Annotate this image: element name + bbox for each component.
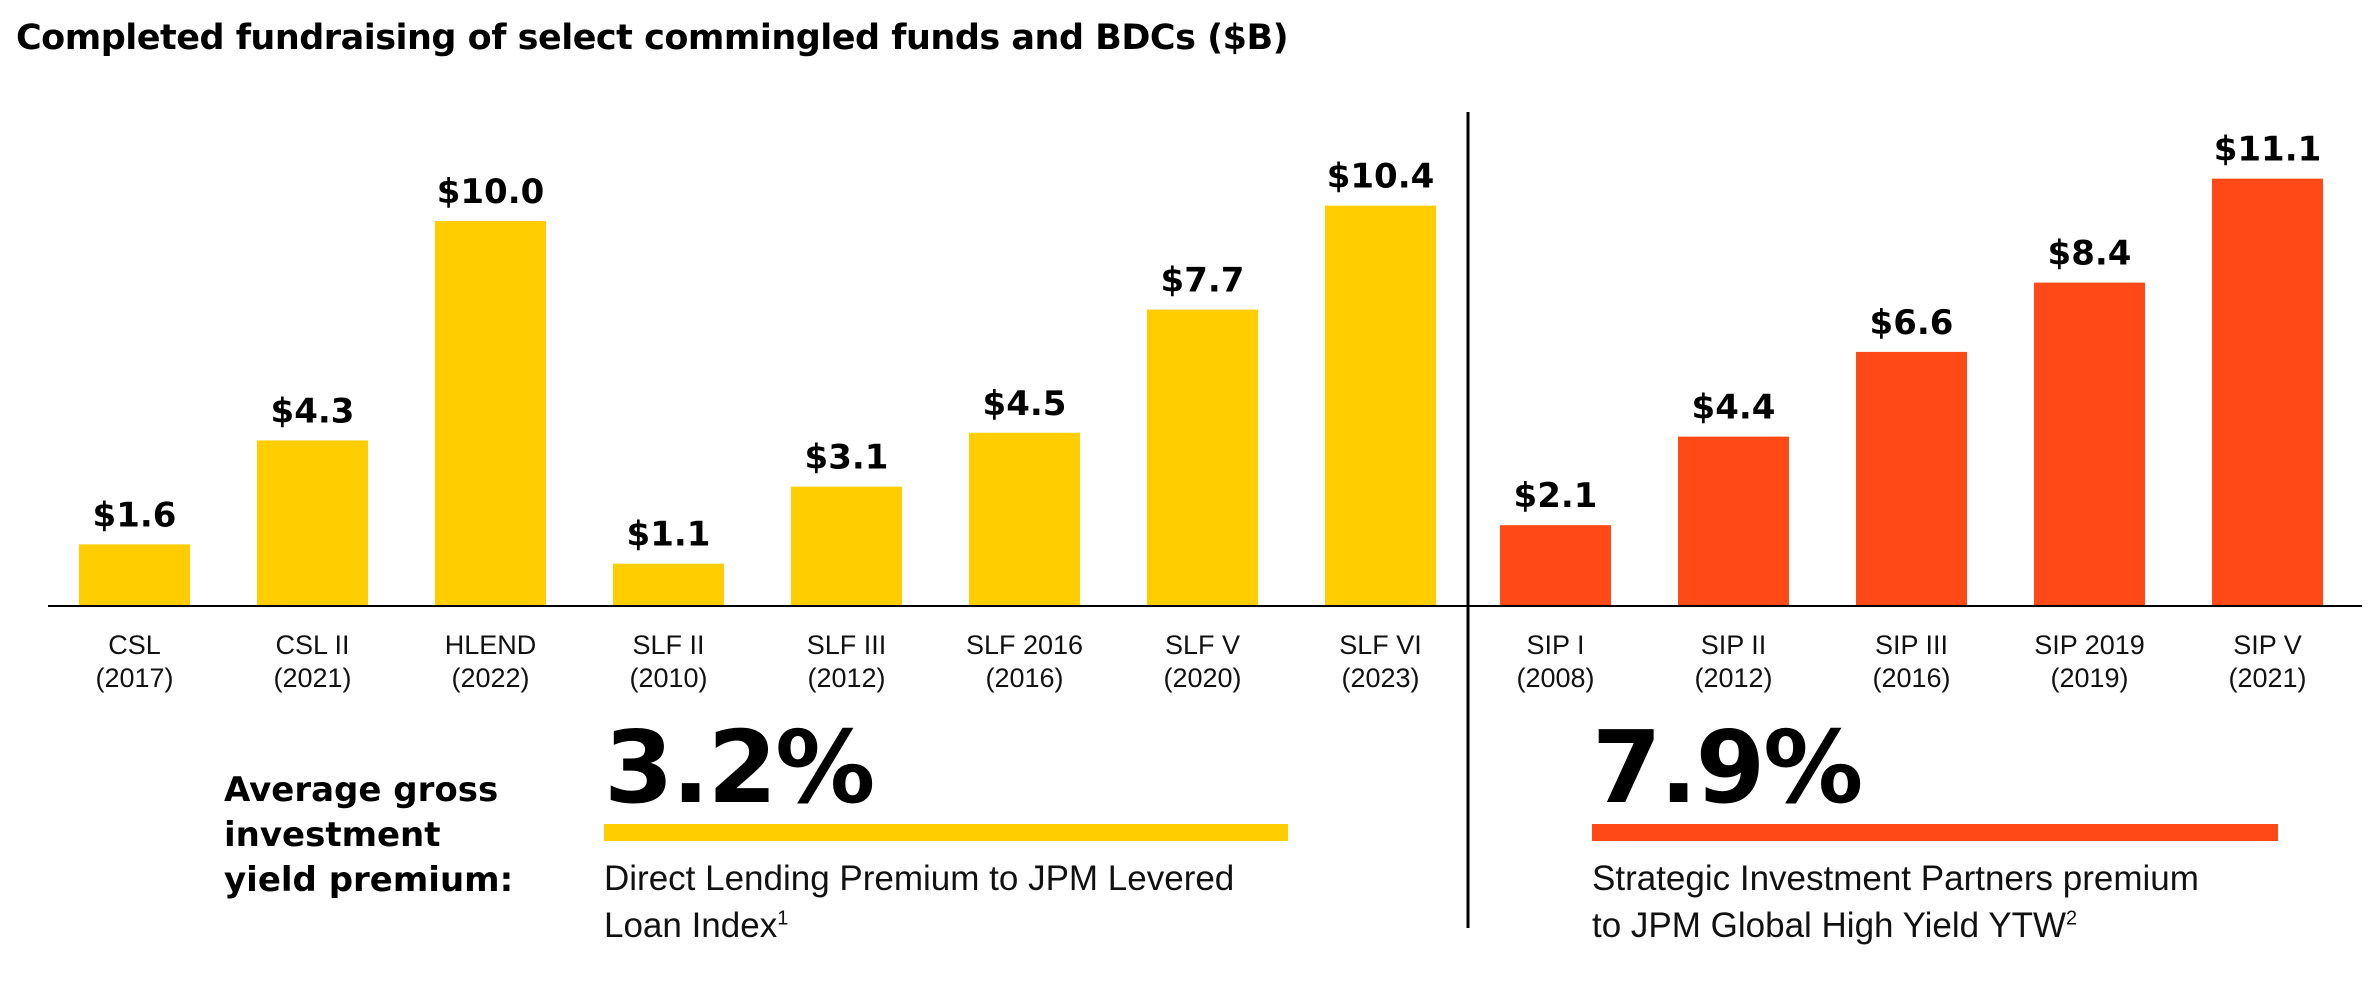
yield-premium-label-line: Average gross xyxy=(224,770,499,810)
category-year-label: (2021) xyxy=(273,663,351,693)
strategic-partners-premium-value: 7.9% xyxy=(1592,709,1863,826)
data-label: $2.1 xyxy=(1514,476,1598,516)
description-line: Strategic Investment Partners premium xyxy=(1592,859,2199,898)
description-line: Loan Index1 xyxy=(604,902,1234,949)
category-year-label: (2016) xyxy=(1872,663,1950,693)
bar xyxy=(791,486,902,606)
description-text: Loan Index xyxy=(604,906,778,945)
bar xyxy=(435,221,546,606)
category-label: SIP 2019 xyxy=(2034,630,2145,660)
data-label: $11.1 xyxy=(2214,130,2322,170)
category-year-label: (2010) xyxy=(629,663,707,693)
yield-premium-label-line: yield premium: xyxy=(224,860,514,900)
category-year-label: (2012) xyxy=(807,663,885,693)
strategic-partners-premium-description: Strategic Investment Partners premium to… xyxy=(1592,855,2199,949)
category-year-label: (2022) xyxy=(451,663,529,693)
category-label: CSL xyxy=(108,630,161,660)
yield-premium-label-line: investment xyxy=(224,815,441,855)
footnote-marker: 1 xyxy=(777,907,789,930)
bar xyxy=(613,563,724,606)
category-year-label: (2012) xyxy=(1694,663,1772,693)
category-year-label: (2020) xyxy=(1163,663,1241,693)
data-label: $10.4 xyxy=(1327,157,1435,197)
category-label: HLEND xyxy=(445,630,537,660)
data-label: $8.4 xyxy=(2048,234,2132,274)
bar xyxy=(1147,309,1258,606)
data-label: $4.5 xyxy=(983,384,1067,424)
description-text: to JPM Global High Yield YTW xyxy=(1592,906,2066,945)
bar xyxy=(2212,178,2323,606)
data-label: $3.1 xyxy=(805,438,889,478)
bar xyxy=(969,432,1080,606)
direct-lending-premium-value: 3.2% xyxy=(604,709,875,826)
data-label: $1.6 xyxy=(93,495,177,535)
category-label: SLF V xyxy=(1165,630,1240,660)
description-line: Direct Lending Premium to JPM Levered xyxy=(604,859,1235,898)
direct-lending-premium-description: Direct Lending Premium to JPM Levered Lo… xyxy=(604,855,1234,949)
data-label: $4.3 xyxy=(271,391,355,431)
category-label: SIP I xyxy=(1526,630,1584,660)
category-label: SLF 2016 xyxy=(966,630,1083,660)
bar xyxy=(1856,351,1967,606)
category-label: CSL II xyxy=(275,630,349,660)
category-year-label: (2023) xyxy=(1341,663,1419,693)
category-label: SIP II xyxy=(1701,630,1767,660)
direct-lending-premium-bar xyxy=(604,824,1288,841)
bar xyxy=(1325,205,1436,606)
category-label: SLF II xyxy=(632,630,704,660)
data-label: $7.7 xyxy=(1161,261,1245,301)
chart-title: Completed fundraising of select commingl… xyxy=(16,18,1289,58)
data-label: $6.6 xyxy=(1870,303,1954,343)
category-label: SIP III xyxy=(1875,630,1948,660)
bar xyxy=(2034,282,2145,606)
bar xyxy=(1678,436,1789,606)
category-label: SLF VI xyxy=(1339,630,1422,660)
strategic-partners-premium-bar xyxy=(1592,824,2278,841)
bar xyxy=(79,544,190,606)
category-year-label: (2021) xyxy=(2228,663,2306,693)
footnote-marker: 2 xyxy=(2066,907,2078,930)
bar xyxy=(1500,525,1611,606)
data-label: $4.4 xyxy=(1692,388,1776,428)
description-line: to JPM Global High Yield YTW2 xyxy=(1592,902,2199,949)
bar xyxy=(257,440,368,606)
data-label: $1.1 xyxy=(627,515,711,555)
yield-premium-label: Average gross investment yield premium: xyxy=(224,768,513,903)
category-year-label: (2019) xyxy=(2050,663,2128,693)
data-label: $10.0 xyxy=(437,172,545,212)
category-label: SLF III xyxy=(807,630,887,660)
category-year-label: (2008) xyxy=(1516,663,1594,693)
category-label: SIP V xyxy=(2233,630,2302,660)
category-year-label: (2017) xyxy=(95,663,173,693)
category-year-label: (2016) xyxy=(985,663,1063,693)
